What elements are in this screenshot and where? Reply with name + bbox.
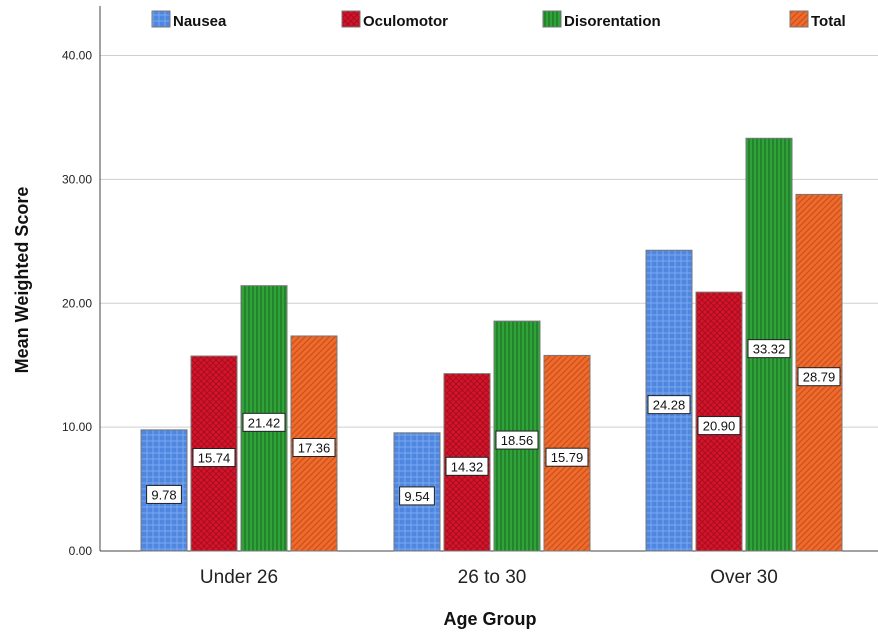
- value-labels: 9.78 15.74 21.42 17.36 9.54 14.32 18.56 15.79 24…: [146, 339, 841, 506]
- y-tick-label: 40.00: [62, 49, 92, 63]
- x-tick-label: 26 to 30: [458, 567, 527, 588]
- value-label-box: [445, 456, 489, 476]
- legend: Nausea Oculomotor Disorentation Total: [151, 10, 846, 30]
- value-label: 24.28: [653, 398, 686, 413]
- value-label: 9.78: [151, 487, 176, 502]
- value-label-box: [242, 412, 286, 432]
- x-axis-title: Age Group: [444, 609, 537, 629]
- legend-swatch-nausea: [151, 10, 171, 28]
- legend-label: Total: [811, 13, 846, 30]
- legend-swatch-oculomotor: [341, 10, 361, 28]
- value-label: 21.42: [248, 415, 281, 430]
- x-tick-label: Over 30: [710, 567, 778, 588]
- legend-label: Disorentation: [564, 13, 661, 30]
- value-label-box: [647, 395, 691, 415]
- value-label-box: [292, 437, 336, 457]
- value-label: 14.32: [451, 459, 484, 474]
- value-label: 17.36: [298, 440, 331, 455]
- value-label: 15.79: [551, 450, 584, 465]
- value-label-box: [545, 447, 589, 467]
- value-label-box: [697, 416, 741, 436]
- value-label: 28.79: [803, 370, 836, 385]
- y-tick-label: 0.00: [69, 544, 93, 558]
- value-label: 33.32: [753, 342, 786, 357]
- y-axis-title: Mean Weighted Score: [12, 187, 32, 374]
- value-label: 15.74: [198, 451, 231, 466]
- legend-label: Nausea: [173, 13, 227, 30]
- legend-swatch-disorentation: [542, 10, 562, 28]
- x-axis: Under 26 26 to 30 Over 30: [200, 567, 778, 588]
- value-label-box: [747, 339, 791, 359]
- value-label-box: [495, 430, 539, 450]
- y-tick-label: 20.00: [62, 296, 92, 310]
- value-label: 9.54: [404, 489, 429, 504]
- value-label-box: [399, 486, 435, 506]
- value-label-box: [146, 484, 182, 504]
- bars: [140, 137, 843, 552]
- y-tick-label: 10.00: [62, 420, 92, 434]
- value-label: 20.90: [703, 419, 736, 434]
- legend-label: Oculomotor: [363, 13, 448, 30]
- legend-swatch-total: [789, 10, 809, 28]
- value-label-box: [797, 367, 841, 387]
- x-tick-label: Under 26: [200, 567, 278, 588]
- value-label-box: [192, 448, 236, 468]
- value-label: 18.56: [501, 433, 534, 448]
- y-tick-label: 30.00: [62, 172, 92, 186]
